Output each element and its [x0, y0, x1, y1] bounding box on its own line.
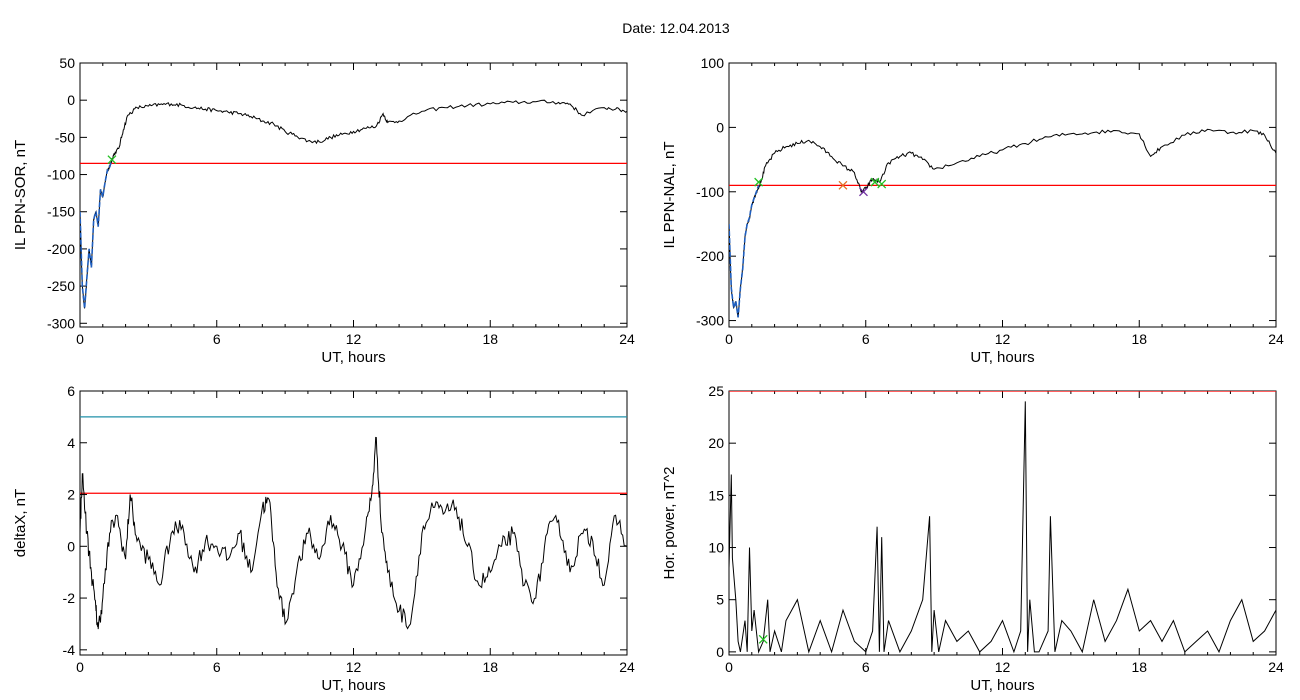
x-tick-label: 6 [862, 659, 870, 675]
plot-frame [728, 62, 1277, 328]
chart-panel-1: 0 6 12 18 24 50 0 -50 -100 -150 -200 -250 -300 UT, ho… [12, 55, 635, 366]
y-axis-label: Hor. power, nT^2 [661, 467, 678, 580]
x-tick-label: 0 [725, 659, 733, 675]
y-tick-label: -4 [63, 642, 76, 658]
x-tick-label: 18 [1131, 659, 1147, 675]
x-axis-label: UT, hours [321, 349, 385, 366]
y-tick-label: -300 [47, 315, 75, 331]
y-tick-label: 0 [716, 119, 724, 135]
y-tick-label: 25 [708, 383, 724, 399]
y-tick-label: -300 [696, 313, 724, 329]
plot-area [80, 416, 627, 630]
y-tick-label: 0 [716, 644, 724, 660]
event-marker [758, 634, 768, 644]
x-tick-label: 6 [213, 331, 221, 347]
x-tick-label: 6 [213, 659, 221, 675]
x-axis-label: UT, hours [970, 349, 1034, 366]
y-tick-label: 0 [67, 538, 75, 554]
y-tick-label: 10 [708, 540, 724, 556]
y-tick-label: 5 [716, 592, 724, 608]
event-marker [838, 180, 848, 190]
x-tick-label: 24 [1268, 659, 1284, 675]
event-marker [877, 179, 887, 189]
x-tick-label: 24 [1268, 331, 1284, 347]
event-marker [754, 177, 764, 187]
series-line [80, 436, 627, 630]
y-tick-label: -100 [696, 184, 724, 200]
plot-area [80, 99, 627, 309]
y-tick-label: -200 [47, 241, 75, 257]
x-tick-label: 12 [346, 331, 362, 347]
x-tick-label: 0 [725, 331, 733, 347]
y-tick-label: -250 [47, 278, 75, 294]
y-tick-label: -50 [55, 129, 75, 145]
plot-area [729, 128, 1276, 318]
series-line [80, 99, 627, 309]
chart-panel-3: 0 6 12 18 24 6 4 2 0 -2 -4 UT, hours deltaX, nT [12, 383, 635, 694]
x-axis-label: UT, hours [321, 677, 385, 694]
series-line [80, 159, 113, 309]
event-marker [870, 177, 880, 187]
y-tick-label: -200 [696, 248, 724, 264]
y-axis-label: IL PPN-NAL, nT [661, 142, 678, 249]
figure-title: Date: 12.04.2013 [622, 20, 730, 36]
y-tick-label: 50 [59, 55, 75, 71]
plot-area [729, 391, 1276, 654]
event-marker [859, 187, 868, 197]
x-axis-label: UT, hours [970, 677, 1034, 694]
plot-frame [728, 390, 1277, 656]
x-tick-label: 12 [995, 331, 1011, 347]
y-axis-label: deltaX, nT [12, 489, 29, 557]
x-tick-label: 12 [346, 659, 362, 675]
y-tick-label: 4 [67, 435, 75, 451]
x-tick-label: 6 [862, 331, 870, 347]
y-tick-label: -150 [47, 204, 75, 220]
x-tick-label: 24 [619, 331, 635, 347]
x-tick-label: 18 [482, 659, 498, 675]
y-tick-label: 0 [67, 92, 75, 108]
series-line [729, 401, 1276, 654]
y-axis-label: IL PPN-SOR, nT [12, 140, 29, 250]
plot-frame [79, 62, 628, 328]
chart-panel-4: 0 6 12 18 24 25 20 15 10 5 0 UT, hours Hor. power, n… [661, 383, 1284, 694]
chart-panel-2: 0 6 12 18 24 100 0 -100 -200 -300 UT, hours IL PPN-… [661, 55, 1284, 366]
series-line [729, 185, 760, 318]
y-tick-label: 2 [67, 487, 75, 503]
x-tick-label: 12 [995, 659, 1011, 675]
y-tick-label: -2 [63, 590, 76, 606]
series-line [729, 128, 1276, 318]
plot-frame [79, 390, 628, 656]
y-tick-label: 6 [67, 383, 75, 399]
y-tick-label: 20 [708, 435, 724, 451]
x-tick-label: 18 [1131, 331, 1147, 347]
y-tick-label: 15 [708, 487, 724, 503]
x-tick-label: 0 [76, 659, 84, 675]
x-tick-label: 0 [76, 331, 84, 347]
x-tick-label: 24 [619, 659, 635, 675]
y-tick-label: 100 [701, 55, 725, 71]
y-tick-label: -100 [47, 167, 75, 183]
x-tick-label: 18 [482, 331, 498, 347]
event-marker [107, 155, 117, 165]
